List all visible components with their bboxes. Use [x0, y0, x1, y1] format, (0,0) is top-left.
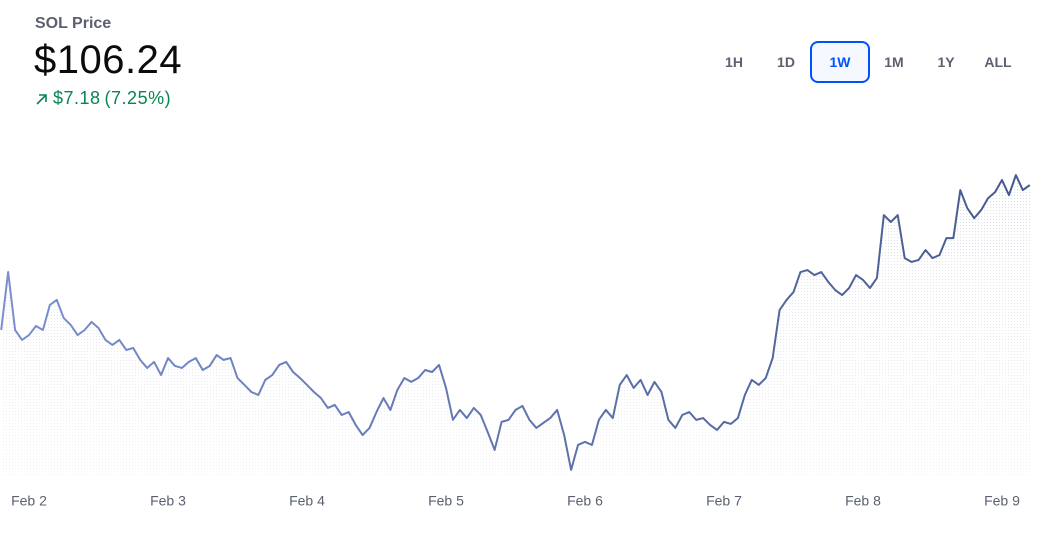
x-tick-label: Feb 6	[567, 493, 603, 509]
change-percent: (7.25%)	[104, 88, 172, 108]
range-button[interactable]: 1W	[810, 41, 870, 83]
current-price: $106.24	[34, 38, 183, 82]
asset-title: SOL Price	[35, 15, 112, 32]
range-button[interactable]: 1D	[777, 54, 795, 70]
range-button[interactable]: 1M	[884, 54, 904, 70]
x-tick-label: Feb 2	[11, 493, 47, 509]
price-change: $7.18 (7.25%)	[35, 88, 171, 109]
range-button[interactable]: 1Y	[937, 54, 955, 70]
up-arrow-icon	[36, 93, 47, 105]
x-tick-label: Feb 4	[289, 493, 325, 509]
x-tick-label: Feb 3	[150, 493, 186, 509]
change-amount: $7.18	[53, 88, 101, 108]
range-button[interactable]: 1H	[725, 54, 743, 70]
x-tick-label: Feb 5	[428, 493, 464, 509]
range-selector: 1H 1D 1W 1M 1Y ALL	[708, 41, 1024, 83]
x-tick-label: Feb 8	[845, 493, 881, 509]
range-button[interactable]: ALL	[984, 54, 1012, 70]
price-line	[0, 174, 1031, 471]
x-tick-label: Feb 7	[706, 493, 742, 509]
x-tick-label: Feb 9	[984, 493, 1020, 509]
area-fade	[1, 175, 1030, 477]
